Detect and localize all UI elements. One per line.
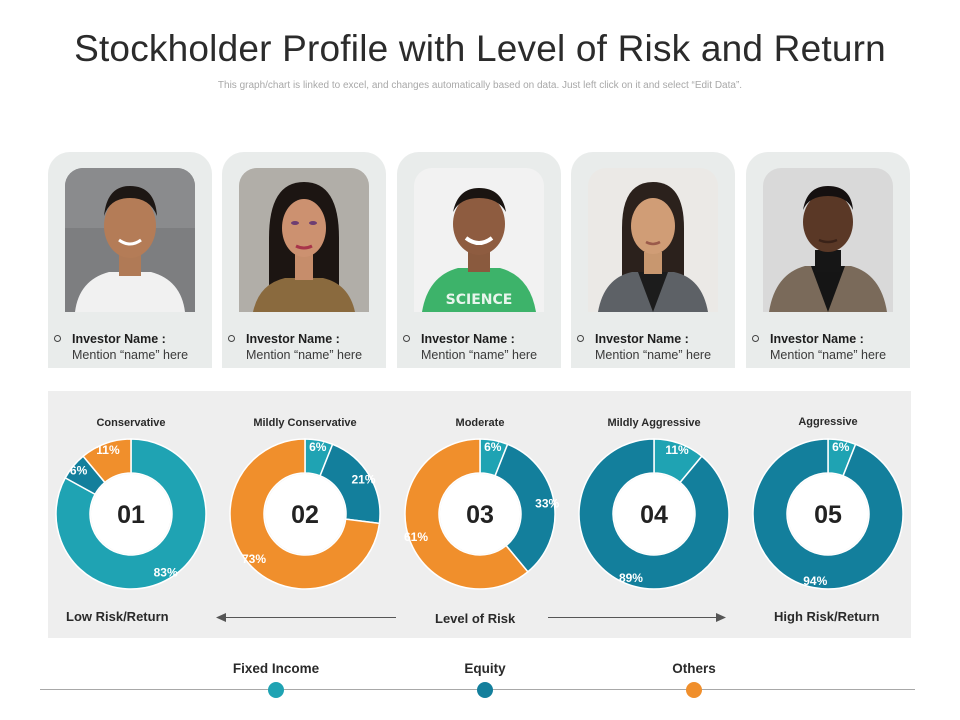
investor-card-3: SCIENCE Investor Name : Mention “name” h… [397, 152, 561, 368]
investor-name: Mention “name” here [72, 348, 189, 362]
bullet-icon [403, 335, 410, 342]
risk-chart-panel [48, 391, 911, 638]
portrait-icon [65, 168, 195, 312]
investor-photo-4 [588, 168, 718, 312]
investor-name: Mention “name” here [595, 348, 712, 362]
bullet-icon [752, 335, 759, 342]
page-subtitle: This graph/chart is linked to excel, and… [217, 80, 743, 91]
level-of-risk-label: Level of Risk [435, 611, 516, 626]
investor-name: Mention “name” here [246, 348, 363, 362]
bullet-icon [577, 335, 584, 342]
arrow-right-icon [716, 613, 726, 622]
arrow-left-icon [216, 613, 226, 622]
low-risk-label: Low Risk/Return [66, 609, 169, 624]
investor-label: Investor Name : [246, 332, 340, 346]
investor-photo-5 [763, 168, 893, 312]
right-arrow-line [548, 617, 718, 618]
investor-name: Mention “name” here [421, 348, 538, 362]
investor-label: Investor Name : [595, 332, 689, 346]
investor-photo-2 [239, 168, 369, 312]
investor-label: Investor Name : [72, 332, 166, 346]
investor-card-1: Investor Name : Mention “name” here [48, 152, 212, 368]
investor-name: Mention “name” here [770, 348, 887, 362]
legend-label-fixed-income: Fixed Income [232, 661, 320, 676]
bullet-icon [228, 335, 235, 342]
portrait-icon: SCIENCE [414, 168, 544, 312]
svg-text:SCIENCE: SCIENCE [446, 292, 513, 308]
left-arrow-line [223, 617, 396, 618]
investor-label: Investor Name : [421, 332, 515, 346]
legend-dot-fixed-income [268, 682, 284, 698]
legend-label-equity: Equity [464, 661, 506, 676]
investor-card-4: Investor Name : Mention “name” here [571, 152, 735, 368]
portrait-icon [588, 168, 718, 312]
portrait-icon [239, 168, 369, 312]
portrait-icon [763, 168, 893, 312]
investor-label: Investor Name : [770, 332, 864, 346]
legend-dot-others [686, 682, 702, 698]
investor-card-2: Investor Name : Mention “name” here [222, 152, 386, 368]
page-title: Stockholder Profile with Level of Risk a… [74, 28, 886, 69]
investor-photo-1 [65, 168, 195, 312]
investor-card-5: Investor Name : Mention “name” here [746, 152, 910, 368]
investor-photo-3: SCIENCE [414, 168, 544, 312]
bullet-icon [54, 335, 61, 342]
legend-dot-equity [477, 682, 493, 698]
legend-label-others: Others [672, 661, 716, 676]
high-risk-label: High Risk/Return [774, 609, 880, 624]
